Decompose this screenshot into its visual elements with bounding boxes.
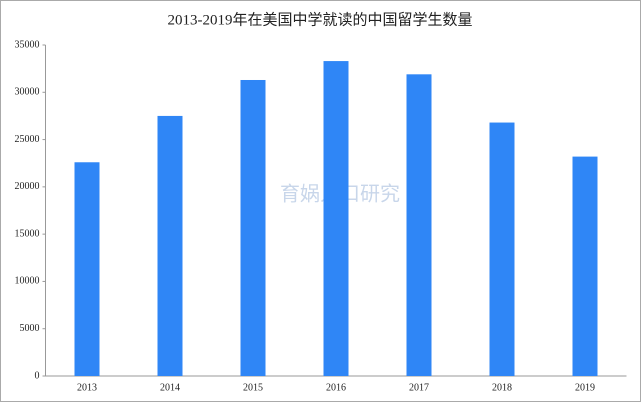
bar [240,79,266,377]
y-tick-label: 30000 [15,87,40,98]
chart-title: 2013-2019年在美国中学就读的中国留学生数量 [168,11,473,28]
bar [572,156,598,376]
x-tick-label: 2019 [575,382,595,393]
y-tick-label: 10000 [15,276,40,287]
y-tick-label: 20000 [15,181,40,192]
x-tick-label: 2015 [243,382,263,393]
y-tick-label: 0 [35,370,40,381]
bar [406,74,432,377]
y-tick-label: 15000 [15,228,40,239]
bar [74,162,100,376]
x-tick-label: 2017 [409,382,429,393]
x-tick-label: 2013 [77,382,97,393]
x-tick-label: 2014 [160,382,180,393]
y-tick-label: 35000 [15,39,40,50]
y-tick-label: 25000 [15,134,40,145]
bar [157,115,183,376]
bar [489,122,515,376]
x-tick-label: 2016 [326,382,346,393]
y-tick-label: 5000 [20,323,40,334]
bar [323,61,349,376]
x-tick-label: 2018 [492,382,512,393]
